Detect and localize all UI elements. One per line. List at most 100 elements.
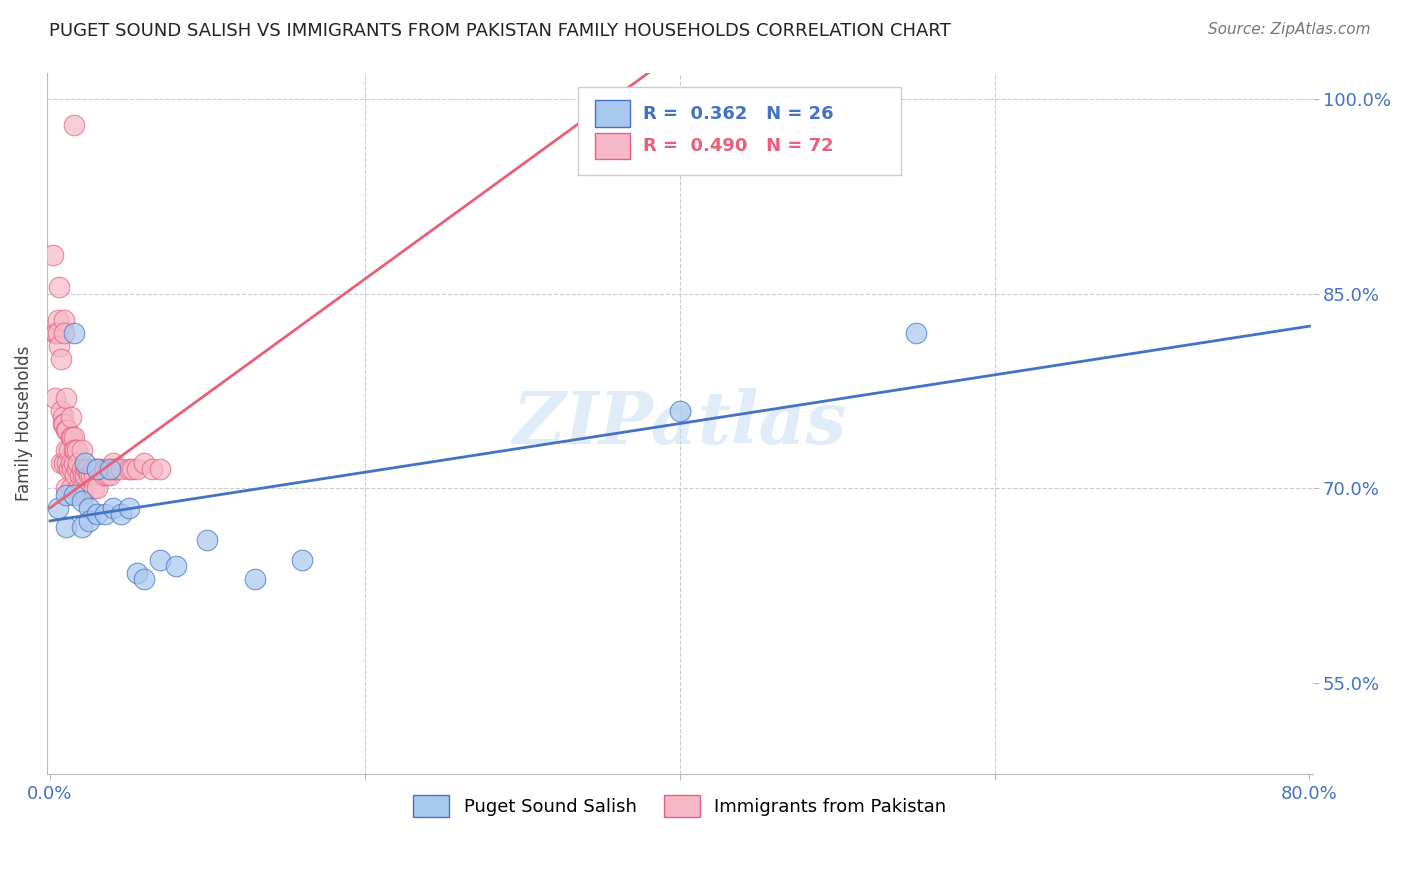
Point bbox=[46, 312, 69, 326]
Point bbox=[118, 500, 141, 515]
Point bbox=[53, 326, 76, 340]
Point bbox=[58, 442, 80, 457]
Text: R =  0.490   N = 72: R = 0.490 N = 72 bbox=[643, 136, 834, 155]
Point bbox=[105, 462, 128, 476]
Point bbox=[44, 391, 66, 405]
Point bbox=[65, 442, 87, 457]
Point bbox=[73, 456, 96, 470]
Point bbox=[69, 468, 91, 483]
Point bbox=[70, 488, 93, 502]
Point bbox=[70, 494, 93, 508]
Point bbox=[62, 429, 84, 443]
Point bbox=[52, 410, 75, 425]
Point bbox=[55, 488, 77, 502]
Point bbox=[53, 456, 76, 470]
Point bbox=[98, 462, 121, 476]
Y-axis label: Family Households: Family Households bbox=[15, 346, 32, 501]
Point bbox=[46, 326, 69, 340]
Point bbox=[98, 468, 121, 483]
Point bbox=[165, 559, 187, 574]
Point bbox=[49, 403, 72, 417]
Text: R =  0.362   N = 26: R = 0.362 N = 26 bbox=[643, 104, 834, 122]
Point bbox=[55, 391, 77, 405]
Point bbox=[70, 520, 93, 534]
Point bbox=[141, 462, 163, 476]
Point bbox=[48, 338, 70, 352]
Point bbox=[83, 482, 105, 496]
Point bbox=[134, 573, 156, 587]
Point bbox=[53, 312, 76, 326]
Point bbox=[79, 514, 101, 528]
Text: ZIPatlas: ZIPatlas bbox=[513, 388, 846, 459]
Point bbox=[66, 462, 89, 476]
Point bbox=[83, 468, 105, 483]
Point bbox=[48, 280, 70, 294]
Point bbox=[70, 442, 93, 457]
Point bbox=[59, 429, 82, 443]
Point bbox=[73, 468, 96, 483]
Point bbox=[55, 442, 77, 457]
Point bbox=[149, 462, 172, 476]
Point bbox=[121, 462, 143, 476]
Point bbox=[52, 417, 75, 431]
Point bbox=[197, 533, 219, 548]
Point bbox=[46, 500, 69, 515]
Point bbox=[59, 456, 82, 470]
Point bbox=[49, 456, 72, 470]
Point bbox=[70, 462, 93, 476]
Point bbox=[55, 520, 77, 534]
Point bbox=[149, 553, 172, 567]
Point bbox=[82, 462, 104, 476]
Point bbox=[97, 462, 120, 476]
Point bbox=[67, 456, 90, 470]
Point bbox=[96, 468, 118, 483]
Point bbox=[80, 468, 103, 483]
Point bbox=[904, 326, 927, 340]
Point bbox=[62, 488, 84, 502]
Point bbox=[76, 462, 98, 476]
Point bbox=[86, 508, 108, 522]
Text: PUGET SOUND SALISH VS IMMIGRANTS FROM PAKISTAN FAMILY HOUSEHOLDS CORRELATION CHA: PUGET SOUND SALISH VS IMMIGRANTS FROM PA… bbox=[49, 22, 950, 40]
Point bbox=[45, 326, 67, 340]
Point bbox=[58, 462, 80, 476]
Point bbox=[134, 456, 156, 470]
Point bbox=[62, 118, 84, 132]
Point bbox=[110, 508, 132, 522]
Point bbox=[101, 456, 124, 470]
Point bbox=[55, 482, 77, 496]
Point bbox=[79, 500, 101, 515]
Text: Source: ZipAtlas.com: Source: ZipAtlas.com bbox=[1208, 22, 1371, 37]
Point bbox=[44, 326, 66, 340]
Point bbox=[62, 442, 84, 457]
Point bbox=[55, 423, 77, 437]
Point bbox=[125, 462, 148, 476]
Point bbox=[59, 410, 82, 425]
Bar bbox=[595, 100, 630, 127]
Point bbox=[65, 468, 87, 483]
Point bbox=[110, 462, 132, 476]
Point bbox=[86, 462, 108, 476]
Point bbox=[243, 573, 266, 587]
Point bbox=[59, 482, 82, 496]
Point bbox=[93, 468, 115, 483]
Point bbox=[125, 566, 148, 580]
Point bbox=[94, 462, 117, 476]
Point bbox=[86, 482, 108, 496]
Point bbox=[291, 553, 314, 567]
Point bbox=[56, 456, 79, 470]
Point bbox=[53, 417, 76, 431]
Point bbox=[79, 468, 101, 483]
Point bbox=[49, 351, 72, 366]
FancyBboxPatch shape bbox=[578, 87, 901, 175]
Point bbox=[101, 500, 124, 515]
Point bbox=[67, 482, 90, 496]
Point bbox=[62, 326, 84, 340]
Point bbox=[56, 423, 79, 437]
Legend: Puget Sound Salish, Immigrants from Pakistan: Puget Sound Salish, Immigrants from Paki… bbox=[406, 789, 953, 825]
Point bbox=[60, 429, 83, 443]
Point bbox=[70, 482, 93, 496]
Point bbox=[75, 462, 97, 476]
Point bbox=[94, 508, 117, 522]
Point bbox=[66, 442, 89, 457]
Point bbox=[89, 462, 111, 476]
